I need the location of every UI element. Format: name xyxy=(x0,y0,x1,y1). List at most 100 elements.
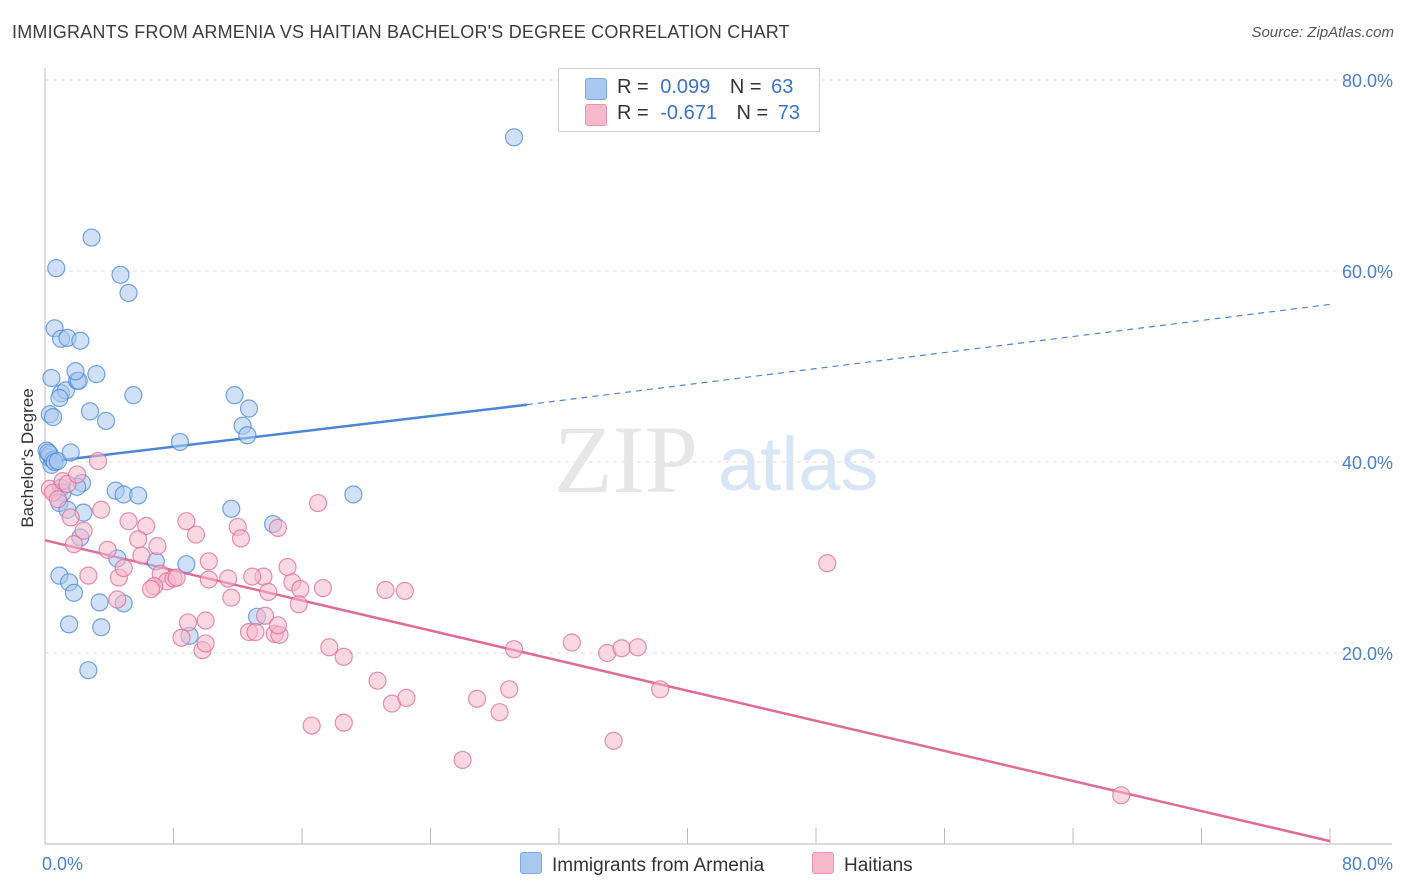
haitian-point xyxy=(395,581,414,601)
haitian-point xyxy=(467,689,487,708)
haitian-point xyxy=(92,500,111,519)
haitian-point xyxy=(61,508,80,527)
armenia-point xyxy=(61,443,80,462)
haitian-point xyxy=(504,640,524,659)
legend-item-armenia: Immigrants from Armenia xyxy=(520,852,764,877)
haitian-point xyxy=(68,465,87,484)
haitian-point xyxy=(278,557,297,577)
armenia-point xyxy=(170,432,190,452)
y-axis-label: Bachelor's Degree xyxy=(18,388,37,527)
armenia-point xyxy=(92,618,111,637)
haitian-point xyxy=(243,567,262,586)
armenia-point xyxy=(124,386,143,405)
tick-labels: 20.0% 40.0% 60.0% 80.0% 0.0% 80.0% xyxy=(42,71,1393,874)
haitian-point xyxy=(79,566,98,585)
legend-swatch-haitians xyxy=(812,852,834,874)
armenia-point xyxy=(177,555,196,574)
legend-n-value: 73 xyxy=(777,102,801,124)
legend-n-label: N = xyxy=(729,76,762,98)
haitian-point xyxy=(114,558,133,578)
x-tick-label: 0.0% xyxy=(42,854,83,874)
y-tick-label: 20.0% xyxy=(1342,644,1393,664)
armenia-point xyxy=(90,593,109,612)
haitian-point xyxy=(231,529,251,548)
haitian-point xyxy=(172,628,191,647)
haitian-point xyxy=(453,750,472,770)
legend-r-value: 0.099 xyxy=(660,76,711,98)
haitian-point xyxy=(313,578,332,598)
haitian-point xyxy=(132,546,151,565)
legend-r-value: -0.671 xyxy=(660,102,717,124)
haitian-point xyxy=(129,530,148,549)
x-tick-label: 80.0% xyxy=(1342,854,1393,874)
armenia-point xyxy=(50,388,69,408)
haitian-point xyxy=(289,595,308,614)
haitian-point xyxy=(320,638,339,657)
haitian-point xyxy=(167,568,186,587)
data-points xyxy=(37,128,1131,805)
haitian-point xyxy=(137,516,156,536)
armenia-point xyxy=(96,411,116,431)
legend-n-label: N = xyxy=(736,102,769,124)
legend-swatch-haitians xyxy=(585,104,607,126)
armenia-trend-line xyxy=(44,403,528,464)
watermark-zip: ZIP xyxy=(554,406,698,513)
haitian-point xyxy=(268,616,288,635)
grid-lines xyxy=(45,79,1392,654)
chart-title: IMMIGRANTS FROM ARMENIA VS HAITIAN BACHE… xyxy=(12,22,790,42)
haitian-point xyxy=(562,633,581,652)
haitian-point xyxy=(291,579,310,599)
y-tick-label: 40.0% xyxy=(1342,453,1393,473)
legend-n-value: 63 xyxy=(771,76,794,98)
haitian-point xyxy=(148,536,167,556)
haitian-point xyxy=(98,540,117,559)
armenia-point xyxy=(64,583,84,602)
haitian-point xyxy=(334,713,353,732)
haitian-point xyxy=(186,525,206,544)
haitian-point xyxy=(74,521,93,540)
haitian-point xyxy=(246,622,265,642)
haitian-point xyxy=(177,512,196,531)
legend-label-armenia: Immigrants from Armenia xyxy=(552,855,765,876)
haitian-point xyxy=(628,638,647,657)
haitian-point xyxy=(255,606,275,625)
haitian-point xyxy=(219,569,238,588)
haitian-point xyxy=(108,590,127,609)
haitian-point xyxy=(178,613,198,632)
armenia-point xyxy=(42,368,61,388)
armenia-trend-extension xyxy=(526,303,1331,406)
haitian-trend-line xyxy=(44,539,1331,843)
armenia-point xyxy=(82,228,101,247)
armenia-point xyxy=(79,661,98,680)
armenia-point xyxy=(238,426,257,445)
armenia-point xyxy=(119,283,138,303)
haitian-point xyxy=(818,554,837,573)
armenia-point xyxy=(48,451,67,471)
haitian-point xyxy=(222,588,241,607)
armenia-point xyxy=(129,486,148,505)
haitian-point xyxy=(334,647,353,666)
legend-item-haitians: Haitians xyxy=(812,852,913,877)
haitian-point xyxy=(268,518,288,537)
haitian-point xyxy=(141,579,161,599)
haitian-point xyxy=(651,680,670,699)
legend-swatch-armenia xyxy=(520,852,542,874)
legend-r-label: R = xyxy=(617,102,649,124)
haitian-point xyxy=(490,703,509,722)
legend-label-haitians: Haitians xyxy=(844,855,913,876)
haitian-point xyxy=(612,639,631,658)
haitian-point xyxy=(196,611,215,630)
haitian-point xyxy=(302,716,321,735)
haitian-point xyxy=(500,680,519,699)
haitian-point xyxy=(199,552,218,571)
haitian-point xyxy=(1112,786,1131,805)
haitian-point xyxy=(48,490,67,509)
haitian-point xyxy=(196,634,215,653)
haitian-point xyxy=(397,688,416,707)
watermark-atlas: atlas xyxy=(718,422,879,507)
armenia-point xyxy=(47,259,66,278)
haitian-point xyxy=(376,580,395,600)
haitian-point xyxy=(199,570,218,589)
armenia-point xyxy=(66,362,85,381)
